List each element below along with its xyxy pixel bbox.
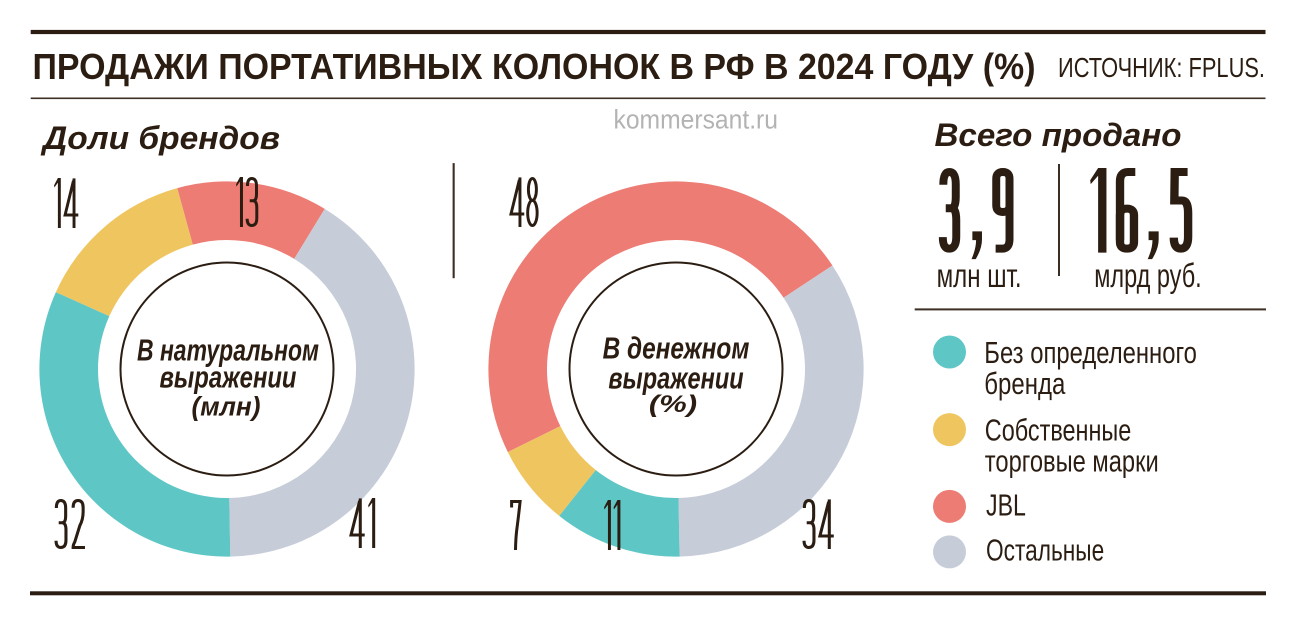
svg-text:(%): (%) bbox=[649, 391, 697, 418]
svg-text:выражении: выражении bbox=[160, 360, 297, 395]
svg-text:Всего продано: Всего продано bbox=[935, 117, 1182, 153]
svg-text:Собственные: Собственные bbox=[985, 414, 1132, 448]
svg-text:ИСТОЧНИК: FPLUS.: ИСТОЧНИК: FPLUS. bbox=[1058, 52, 1265, 83]
svg-text:млн шт.: млн шт. bbox=[937, 257, 1022, 294]
svg-text:Остальные: Остальные bbox=[986, 534, 1104, 568]
svg-text:Без определенного: Без определенного bbox=[984, 336, 1197, 370]
svg-text:JBL: JBL bbox=[986, 489, 1026, 523]
svg-text:В денежном: В денежном bbox=[603, 331, 750, 366]
svg-text:бренда: бренда bbox=[984, 367, 1065, 401]
svg-text:Доли брендов: Доли брендов bbox=[40, 120, 280, 156]
svg-text:млрд руб.: млрд руб. bbox=[1094, 257, 1202, 294]
svg-text:(млн): (млн) bbox=[192, 392, 261, 422]
svg-text:выражении: выражении bbox=[608, 361, 743, 396]
svg-text:ПРОДАЖИ ПОРТАТИВНЫХ КОЛОНОК В: ПРОДАЖИ ПОРТАТИВНЫХ КОЛОНОК В РФ В 2024 … bbox=[33, 46, 1036, 87]
svg-text:kommersant.ru: kommersant.ru bbox=[614, 104, 779, 134]
svg-text:торговые марки: торговые марки bbox=[985, 444, 1159, 478]
svg-text:В натуральном: В натуральном bbox=[137, 333, 319, 368]
